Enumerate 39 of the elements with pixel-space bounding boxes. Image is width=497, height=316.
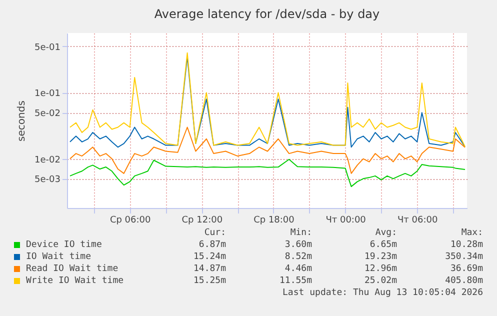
- text: 6.87m: [198, 240, 226, 251]
- line-series: [69, 126, 466, 174]
- legend-label: IO Wait time: [26, 252, 92, 263]
- x-tick-label: Чт 06:00: [398, 216, 438, 226]
- legend-label: Device IO time: [26, 240, 102, 251]
- text: 19.23m: [364, 252, 397, 263]
- y-tick-label: 1e-01: [34, 89, 60, 100]
- y-tick-label: 5e-03: [34, 175, 60, 186]
- x-tick-label: Ср 06:00: [110, 216, 152, 226]
- text: 10.28m: [450, 240, 483, 251]
- text: 12.96m: [364, 264, 397, 275]
- x-tick-label: Чт 00:00: [326, 216, 366, 226]
- text: 14.87m: [193, 264, 226, 275]
- chart-title: Average latency for /dev/sda - by day: [154, 7, 380, 21]
- y-tick-label: 5e-02: [34, 109, 60, 120]
- x-tick-label: Ср 18:00: [254, 216, 295, 226]
- text: 405.80m: [445, 276, 483, 287]
- text: Last update: Thu Aug 13 10:05:04 2026: [282, 288, 483, 299]
- text: Cur:: [204, 228, 226, 239]
- text: 3.60m: [284, 240, 312, 251]
- text: 15.25m: [193, 276, 226, 287]
- y-axis-title: seconds: [16, 100, 28, 142]
- legend-label: Write IO Wait time: [26, 276, 124, 287]
- y-tick-label: 1e-02: [34, 155, 60, 166]
- text: 15.24m: [193, 252, 226, 263]
- text: Avg:: [375, 228, 397, 239]
- text: 6.65m: [370, 240, 397, 251]
- line-series: [69, 158, 466, 188]
- text: 25.02m: [364, 276, 397, 287]
- text: 350.34m: [445, 252, 483, 263]
- text: Max:: [461, 228, 483, 239]
- y-tick-label: 5e-01: [34, 42, 60, 53]
- text: 4.46m: [284, 264, 312, 275]
- text: 36.69m: [450, 264, 483, 275]
- text: Min:: [290, 228, 312, 239]
- text: 11.55m: [279, 276, 312, 287]
- x-tick-label: Ср 12:00: [182, 216, 223, 226]
- legend-label: Read IO Wait time: [26, 264, 118, 275]
- text: 8.52m: [284, 252, 312, 263]
